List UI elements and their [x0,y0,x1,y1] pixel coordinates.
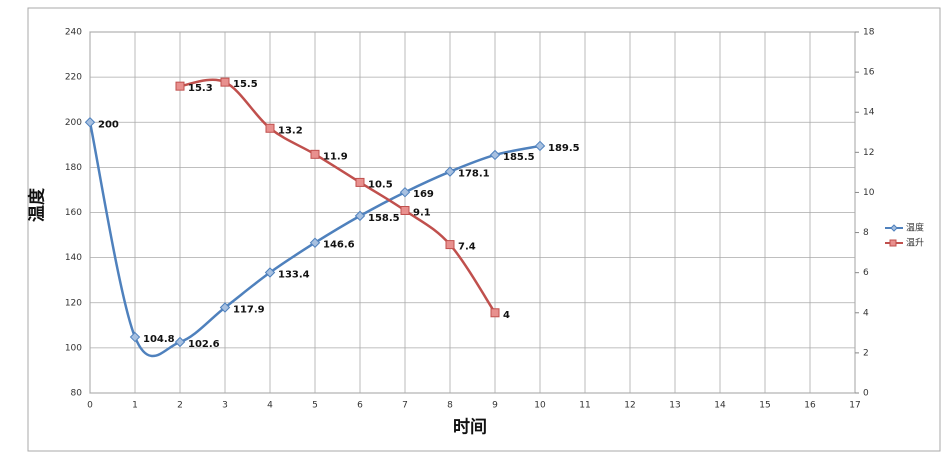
y-tick-label: 140 [65,253,82,263]
data-label: 189.5 [548,143,580,154]
point [445,240,455,250]
data-label: 178.1 [458,169,490,180]
y-tick-label: 100 [65,343,82,353]
legend-marker [890,224,898,232]
data-label: 9.1 [413,207,431,218]
legend-label: 温升 [906,238,924,249]
y2-tick-label: 14 [863,108,875,118]
point [174,336,186,348]
point [310,149,320,159]
point [355,177,365,187]
y-tick-label: 220 [65,73,82,83]
y-tick-label: 120 [65,298,82,308]
point [264,267,276,278]
x-tick-label: 6 [357,401,363,411]
y2-tick-label: 10 [863,188,875,198]
x-tick-label: 14 [714,401,726,411]
x-tick-label: 13 [669,401,680,411]
data-label: 102.6 [188,339,220,350]
x-tick-label: 0 [87,401,93,411]
x-tick-label: 8 [447,401,453,411]
x-tick-label: 9 [492,401,498,411]
y-tick-label: 240 [65,28,82,38]
y2-tick-label: 8 [863,228,869,238]
point [129,331,141,343]
x-tick-label: 10 [534,401,546,411]
x-tick-label: 5 [312,401,318,411]
x-tick-label: 7 [402,401,408,411]
data-label: 104.8 [143,334,175,345]
data-label: 117.9 [233,304,265,315]
point [400,205,410,215]
y-tick-label: 200 [65,118,82,128]
y2-tick-label: 16 [863,68,875,78]
data-label: 13.2 [278,125,303,136]
y-axis-title: 温度 [27,187,48,222]
x-tick-label: 16 [804,401,816,411]
data-label: 185.5 [503,152,535,163]
legend-marker [889,239,897,247]
y2-tick-label: 0 [863,389,869,399]
x-tick-label: 12 [624,401,635,411]
point [534,140,546,152]
x-tick-label: 1 [132,401,138,411]
point [220,77,230,87]
point [490,308,500,318]
x-tick-label: 4 [267,401,273,411]
data-label: 4 [503,310,510,321]
x-tick-label: 11 [579,401,590,411]
data-label: 7.4 [458,242,476,253]
y-tick-label: 160 [65,208,82,218]
point [219,302,231,313]
data-label: 200 [98,119,119,130]
point [84,117,96,128]
legend-label: 温度 [906,222,924,234]
data-label: 133.4 [278,270,310,281]
point [265,123,275,133]
x-tick-label: 3 [222,401,228,411]
y-tick-label: 80 [71,389,83,399]
x-tick-label: 2 [177,401,183,411]
y2-tick-label: 6 [863,268,869,278]
y2-tick-label: 18 [863,28,875,38]
x-tick-label: 17 [849,401,860,411]
data-label: 158.5 [368,213,400,224]
data-label: 146.6 [323,240,355,251]
x-tick-label: 15 [759,401,770,411]
x-axis-title: 时间 [453,417,487,438]
y2-tick-label: 4 [863,308,869,318]
point [399,186,411,198]
point [354,210,366,222]
y-tick-label: 180 [65,163,82,173]
data-label: 169 [413,189,434,200]
data-label: 15.3 [188,83,213,94]
point [175,81,185,91]
point [489,149,501,161]
data-label: 11.9 [323,151,348,162]
point [444,166,456,177]
y2-tick-label: 2 [863,348,869,358]
point [309,237,321,248]
data-label: 10.5 [368,179,393,190]
y2-tick-label: 12 [863,148,874,158]
data-label: 15.5 [233,79,258,90]
